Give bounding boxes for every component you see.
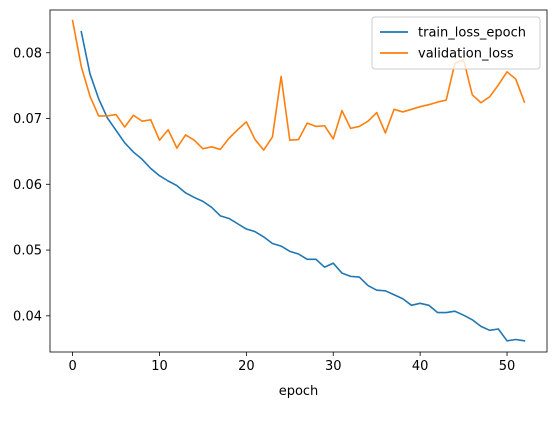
legend: train_loss_epoch validation_loss: [371, 16, 541, 70]
legend-label-validation-loss: validation_loss: [418, 47, 514, 62]
legend-box: [371, 16, 541, 70]
plot-frame: [49, 9, 548, 353]
series-line-validation-loss: [71, 19, 526, 151]
y-axis-ticks: 0.04 0.05 0.06 0.07 0.08: [13, 46, 50, 324]
x-tick-label: 20: [238, 359, 255, 374]
legend-label-train-loss-epoch: train_loss_epoch: [418, 26, 526, 41]
x-tick-label: 0: [68, 359, 76, 374]
y-tick-label: 0.08: [13, 46, 42, 61]
x-tick-label: 30: [325, 359, 342, 374]
y-tick-label: 0.05: [13, 244, 42, 259]
series-line-train-loss-epoch: [80, 30, 526, 342]
x-tick-label: 40: [412, 359, 429, 374]
x-axis-label: epoch: [279, 384, 319, 399]
x-axis-ticks: 0 10 20 30 40 50: [68, 352, 515, 374]
y-tick-label: 0.06: [13, 178, 42, 193]
series-layer: [71, 19, 526, 342]
x-tick-label: 50: [499, 359, 516, 374]
y-tick-label: 0.07: [13, 112, 42, 127]
y-tick-label: 0.04: [13, 309, 42, 324]
x-tick-label: 10: [151, 359, 168, 374]
